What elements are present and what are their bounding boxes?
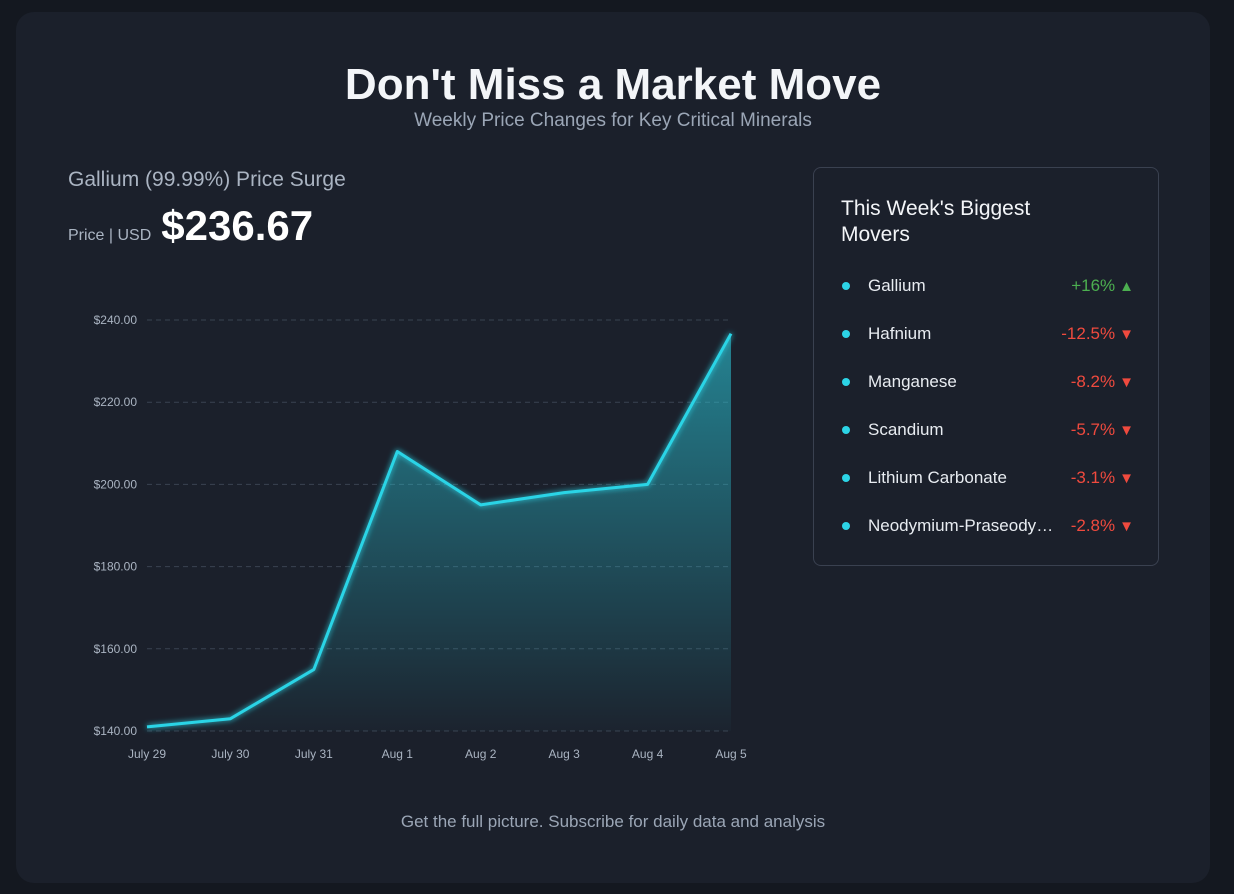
y-tick-label: $200.00 xyxy=(94,477,138,491)
arrow-down-icon: ▼ xyxy=(1119,374,1134,391)
chart-heading: Gallium (99.99%) Price Surge xyxy=(68,168,346,191)
bullet-dot-icon xyxy=(842,378,850,386)
y-tick-label: $140.00 xyxy=(94,724,138,738)
price-chart: $140.00 $160.00 $180.00 $200.00 $220.00 $240.… xyxy=(94,313,747,761)
y-tick-label: $180.00 xyxy=(94,560,138,574)
biggest-movers-panel: This Week's Biggest Movers Gallium +16% ▲ H… xyxy=(813,167,1159,566)
x-tick-label: July 31 xyxy=(295,747,333,761)
bullet-dot-icon xyxy=(842,282,850,290)
mover-change: -12.5% ▼ xyxy=(1061,324,1134,344)
y-tick-label: $160.00 xyxy=(94,642,138,656)
arrow-down-icon: ▼ xyxy=(1119,518,1134,535)
mover-row: Neodymium-Praseodymium -2.8% ▼ xyxy=(842,514,1134,538)
mover-change: -5.7% ▼ xyxy=(1071,420,1134,440)
mover-change: -2.8% ▼ xyxy=(1071,516,1134,536)
mover-row: Lithium Carbonate -3.1% ▼ xyxy=(842,466,1134,490)
mover-row: Scandium -5.7% ▼ xyxy=(842,418,1134,442)
bullet-dot-icon xyxy=(842,426,850,434)
movers-title: This Week's Biggest Movers xyxy=(841,197,1031,246)
mover-row: Hafnium -12.5% ▼ xyxy=(842,322,1134,346)
footer-cta: Get the full picture. Subscribe for dail… xyxy=(400,812,826,831)
mover-name: Gallium xyxy=(868,276,926,295)
mover-row: Gallium +16% ▲ xyxy=(842,274,1134,298)
arrow-down-icon: ▼ xyxy=(1119,422,1134,439)
price-row: Price | USD $236.67 xyxy=(68,202,313,250)
y-tick-label: $240.00 xyxy=(94,313,138,327)
mover-name: Scandium xyxy=(868,420,944,439)
x-tick-label: Aug 2 xyxy=(465,747,497,761)
x-tick-label: Aug 4 xyxy=(632,747,664,761)
arrow-down-icon: ▼ xyxy=(1119,326,1134,343)
arrow-down-icon: ▼ xyxy=(1119,470,1134,487)
mover-name: Manganese xyxy=(868,372,957,391)
bullet-dot-icon xyxy=(842,330,850,338)
mover-change-value: -2.8% xyxy=(1070,516,1116,535)
x-tick-label: July 29 xyxy=(128,747,166,761)
mover-row: Manganese -8.2% ▼ xyxy=(842,370,1134,394)
bullet-dot-icon xyxy=(842,522,850,530)
page-title: Don't Miss a Market Move xyxy=(344,60,882,109)
mover-change-value: -3.1% xyxy=(1070,468,1116,487)
x-tick-label: Aug 1 xyxy=(382,747,414,761)
x-tick-label: Aug 5 xyxy=(715,747,747,761)
x-tick-label: Aug 3 xyxy=(548,747,580,761)
price-line xyxy=(146,332,733,729)
price-area xyxy=(147,333,731,731)
arrow-up-icon: ▲ xyxy=(1119,278,1134,295)
bullet-dot-icon xyxy=(842,474,850,482)
mover-name: Neodymium-Praseodymium xyxy=(868,516,1067,535)
mover-change-value: -5.7% xyxy=(1070,420,1116,439)
mover-change-value: -12.5% xyxy=(1061,324,1116,343)
x-tick-label: July 30 xyxy=(211,747,249,761)
mover-change-value: -8.2% xyxy=(1070,372,1116,391)
mover-change: -3.1% ▼ xyxy=(1071,468,1134,488)
y-tick-label: $220.00 xyxy=(94,395,138,409)
mover-name: Lithium Carbonate xyxy=(868,468,1007,487)
mover-name: Hafnium xyxy=(868,324,932,343)
mover-change: +16% ▲ xyxy=(1071,276,1134,296)
mover-change: -8.2% ▼ xyxy=(1071,372,1134,392)
page-subtitle: Weekly Price Changes for Key Critical Mi… xyxy=(414,110,812,131)
price-label: Price | USD xyxy=(68,227,152,244)
price-value: $236.67 xyxy=(161,202,314,249)
market-card: Don't Miss a Market Move Weekly Price Ch… xyxy=(16,12,1210,883)
mover-change-value: +16% xyxy=(1071,276,1116,295)
